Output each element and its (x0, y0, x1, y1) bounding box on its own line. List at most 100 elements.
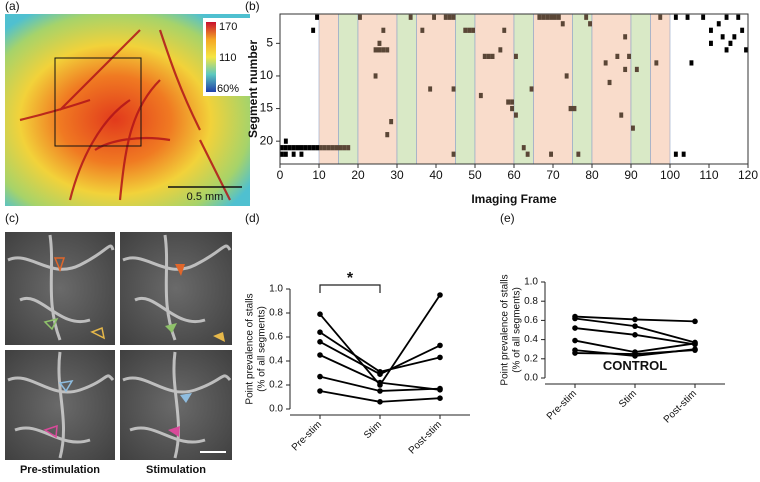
stall-mark (280, 151, 284, 157)
stall-mark (471, 27, 475, 33)
x-tick-label: 90 (624, 168, 638, 182)
stall-mark (506, 99, 511, 105)
stall-mark (673, 14, 678, 20)
data-point (632, 323, 638, 329)
data-point (572, 350, 578, 356)
x-tick-label: Stim (362, 419, 384, 441)
stall-mark (514, 53, 518, 59)
stim-band (357, 13, 398, 165)
y-axis-label: Point prevalence of stalls (500, 274, 511, 385)
colorbar (206, 22, 216, 92)
data-point (317, 329, 323, 336)
stall-mark (490, 53, 495, 59)
stall-mark (724, 47, 729, 53)
y-tick-label: 1.0 (524, 277, 538, 288)
data-point (632, 351, 638, 357)
stall-mark (307, 145, 312, 151)
y-axis-label: Point prevalence of stalls (245, 293, 256, 404)
data-point (572, 337, 578, 344)
stim-band (533, 13, 573, 165)
colorbar-tick: 60% (217, 83, 239, 95)
data-point (317, 352, 323, 358)
data-point (437, 385, 443, 392)
panel-label: (b) (245, 0, 260, 13)
x-tick-label: 0 (277, 168, 284, 182)
stall-mark (303, 145, 308, 151)
stall-mark (529, 86, 534, 92)
stall-mark (549, 151, 553, 157)
stall-mark (330, 145, 335, 151)
x-tick-label: 70 (546, 168, 560, 182)
stall-mark (385, 47, 390, 53)
y-axis-label: (% of all segments) (257, 306, 268, 392)
stall-mark (553, 14, 557, 20)
stall-mark (572, 105, 577, 112)
x-tick-label: 110 (699, 168, 718, 182)
stall-mark (291, 145, 296, 151)
stim-band (416, 13, 456, 165)
stall-mark (299, 151, 304, 157)
stall-mark (478, 92, 483, 99)
stall-mark (556, 14, 561, 20)
stall-mark (576, 151, 581, 157)
annotation: CONTROL (603, 358, 667, 373)
stall-mark (584, 14, 589, 20)
x-tick-label: Pre-stim (545, 388, 579, 422)
stall-mark (377, 47, 382, 53)
x-tick-label: 20 (351, 168, 365, 182)
stim-band (455, 13, 476, 165)
stall-mark (283, 138, 288, 144)
stall-mark (728, 40, 733, 46)
stall-mark (689, 60, 694, 66)
stall-mark (631, 125, 635, 131)
image-caption: Stimulation (146, 464, 206, 476)
x-tick-label: 60 (507, 168, 521, 182)
stall-mark (381, 27, 386, 33)
scale-bar-label: 0.5 mm (187, 191, 224, 203)
stall-mark (525, 151, 530, 157)
y-tick-label: 0.4 (269, 356, 283, 367)
data-point (692, 347, 698, 353)
x-tick-label: 120 (738, 168, 758, 182)
stall-mark (486, 53, 491, 59)
data-point (692, 318, 698, 325)
stall-mark (283, 151, 288, 157)
stall-mark (389, 119, 394, 125)
stall-mark (338, 145, 343, 151)
stall-mark (311, 145, 316, 151)
data-point (377, 399, 383, 405)
zoom-box (54, 57, 142, 147)
stall-mark (385, 132, 390, 138)
stall-mark (451, 151, 456, 157)
stall-mark (541, 14, 546, 20)
stall-mark (283, 145, 288, 151)
stall-mark (381, 47, 386, 53)
data-point (437, 342, 443, 349)
stall-mark (322, 145, 327, 151)
stall-mark (673, 151, 678, 157)
x-tick-label: 50 (468, 168, 482, 182)
stim-band (338, 13, 359, 165)
stall-mark (334, 145, 339, 151)
data-point (377, 371, 383, 378)
x-axis-label: Imaging Frame (471, 192, 557, 206)
stall-mark (447, 14, 452, 20)
x-tick-label: 100 (660, 168, 680, 182)
x-tick-label: 80 (585, 168, 599, 182)
y-tick-label: 0.4 (524, 334, 538, 345)
stall-mark (619, 112, 624, 118)
x-tick-label: 10 (312, 168, 326, 182)
data-point (317, 388, 323, 394)
stall-mark (463, 27, 468, 33)
y-tick-label: 0.8 (524, 296, 538, 307)
data-point (572, 315, 578, 322)
data-point (317, 311, 323, 318)
stall-mark (615, 53, 620, 59)
panel-label: (c) (5, 211, 19, 225)
stall-mark (603, 60, 608, 66)
stall-mark (514, 112, 518, 118)
y-tick-label: 0.6 (269, 332, 283, 343)
stall-mark (709, 40, 713, 46)
stall-mark (326, 145, 331, 151)
